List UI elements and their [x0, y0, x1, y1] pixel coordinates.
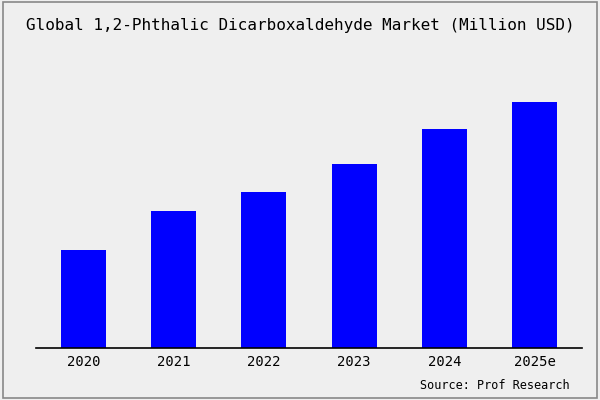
Text: Global 1,2-Phthalic Dicarboxaldehyde Market (Million USD): Global 1,2-Phthalic Dicarboxaldehyde Mar… [26, 18, 574, 33]
Bar [512, 102, 557, 348]
Bar [241, 192, 286, 348]
Bar [61, 250, 106, 348]
Bar [151, 211, 196, 348]
Bar [422, 129, 467, 348]
Bar [332, 164, 377, 348]
Text: Source: Prof Research: Source: Prof Research [421, 379, 570, 392]
